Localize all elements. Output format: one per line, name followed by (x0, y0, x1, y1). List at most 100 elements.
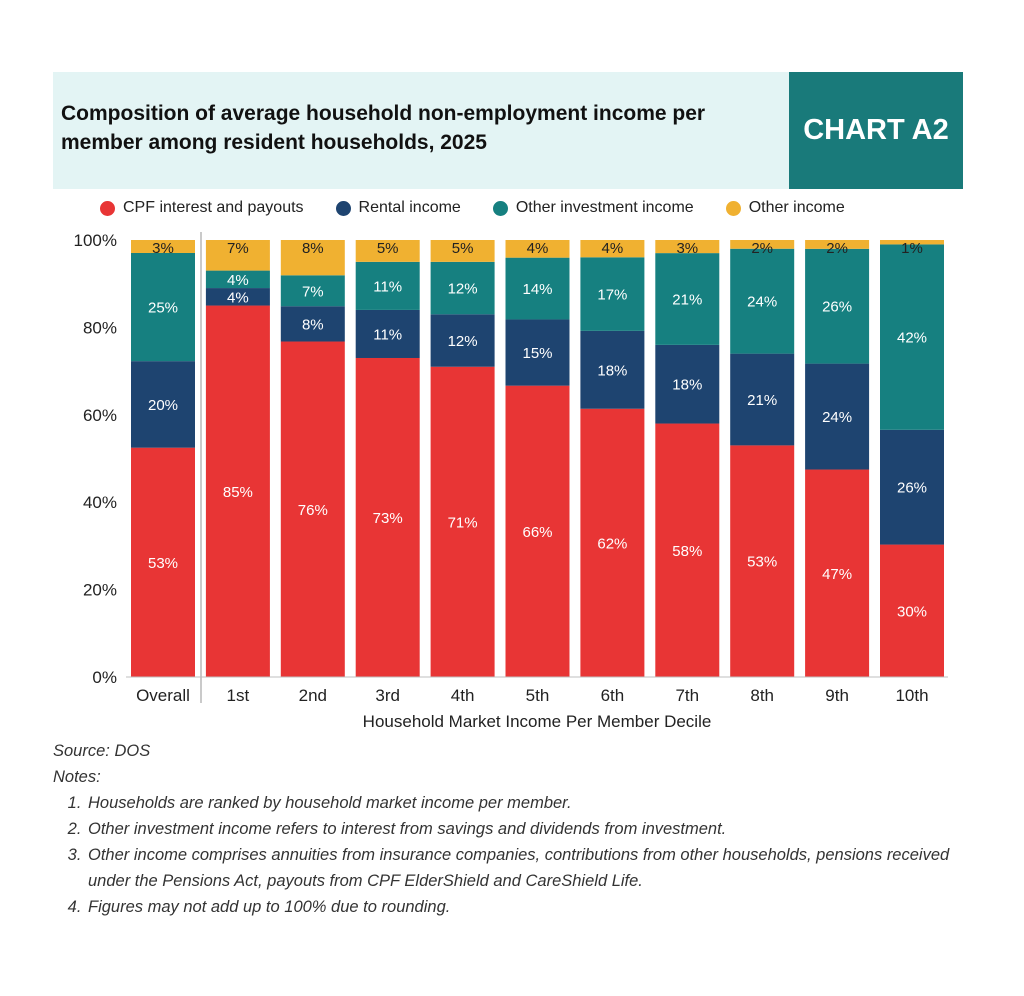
bar-segment (655, 253, 720, 345)
legend-item-cpf: CPF interest and payouts (100, 197, 304, 219)
data-label: 53% (148, 555, 178, 572)
data-label: 5% (377, 240, 399, 257)
bar-segment (580, 257, 645, 331)
data-label: 8% (302, 240, 324, 257)
notes-section: Source: DOS Notes: Households are ranked… (53, 738, 983, 920)
data-label: 3% (152, 240, 174, 257)
legend-swatch-other (725, 200, 741, 216)
bar-segment (505, 319, 570, 386)
data-label: 53% (747, 554, 777, 571)
note-item: Figures may not add up to 100% due to ro… (86, 894, 983, 920)
stacked-bar-chart: 0%20%40%60%80%100% 53%20%25%3%85%4%4%7%7… (74, 231, 948, 731)
legend-label-cpf: CPF interest and payouts (123, 199, 304, 216)
x-tick-label: 4th (451, 686, 475, 705)
chart-header: Composition of average household non-emp… (53, 72, 963, 189)
y-tick-label: 0% (92, 668, 117, 687)
legend-swatch-cpf (100, 200, 115, 216)
data-label: 24% (747, 294, 777, 311)
x-tick-label: 9th (825, 686, 849, 705)
data-label: 4% (602, 240, 624, 257)
data-label: 2% (751, 240, 773, 257)
bar-segment (430, 261, 495, 315)
data-label: 24% (822, 409, 852, 426)
data-label: 17% (597, 287, 627, 304)
bar-segment (805, 248, 870, 364)
note-item: Other investment income refers to intere… (86, 816, 983, 842)
bar-segment (355, 357, 420, 677)
bar-segment (730, 445, 795, 677)
bar-segment (131, 361, 195, 448)
bar-segment (880, 244, 944, 430)
bar-segment (805, 240, 870, 249)
data-label: 1% (901, 240, 923, 257)
bar-segment (880, 240, 944, 245)
x-axis-title: Household Market Income Per Member Decil… (363, 712, 712, 731)
y-tick-label: 40% (83, 493, 117, 512)
data-label: 66% (522, 524, 552, 541)
y-tick-label: 100% (74, 231, 117, 250)
data-label: 47% (822, 566, 852, 583)
bar-segment (805, 363, 870, 470)
bar-segment (880, 544, 944, 677)
data-label: 62% (597, 535, 627, 552)
data-label: 76% (298, 502, 328, 519)
notes-heading: Notes: (53, 768, 101, 786)
legend-label-investment: Other investment income (515, 199, 694, 216)
x-tick-label: 8th (750, 686, 774, 705)
bar-segment (430, 314, 495, 367)
y-axis: 0% 20% 40% 60% 80% 100% (74, 231, 117, 687)
x-tick-label: 1st (227, 686, 250, 705)
data-label: 85% (223, 484, 253, 501)
notes-list: Households are ranked by household marke… (53, 790, 983, 920)
x-tick-label: 3rd (375, 686, 400, 705)
bar-segment (505, 257, 570, 320)
data-label: 26% (822, 299, 852, 316)
data-label: 20% (148, 397, 178, 414)
bar-segment (280, 341, 345, 677)
data-label: 2% (826, 240, 848, 257)
bar-segment (655, 344, 720, 424)
legend-label-other: Other income (748, 199, 845, 216)
legend-swatch-investment (492, 200, 508, 216)
x-tick-label: 2nd (299, 686, 327, 705)
bar-segment (280, 306, 345, 342)
data-label: 26% (897, 480, 927, 497)
data-label: 4% (227, 272, 249, 289)
legend-item-rental: Rental income (335, 197, 461, 219)
bar-segment (280, 240, 345, 276)
bar-segment (205, 305, 270, 677)
bar-segment (430, 240, 495, 262)
bar-segment (730, 353, 795, 446)
data-label: 11% (373, 278, 402, 295)
legend-item-other: Other income (725, 197, 845, 219)
data-label: 7% (302, 283, 324, 300)
bar-segment (580, 240, 645, 258)
data-label: 18% (597, 362, 627, 379)
x-tick-label: 6th (601, 686, 625, 705)
data-label: 4% (227, 289, 249, 306)
data-label: 18% (672, 377, 702, 394)
bar-segment (505, 240, 570, 258)
y-tick-label: 20% (83, 581, 117, 600)
data-label: 11% (373, 326, 402, 343)
bar-segment (205, 270, 270, 289)
data-label: 4% (527, 240, 549, 257)
bar-segment (131, 240, 195, 253)
bar-segment (355, 261, 420, 310)
data-label: 12% (448, 333, 478, 350)
bar-area: 53%20%25%3%85%4%4%7%76%8%7%8%73%11%11%5%… (131, 232, 944, 703)
y-tick-label: 60% (83, 406, 117, 425)
bar-segment (655, 240, 720, 254)
bar-segment (805, 469, 870, 677)
bar-segment (355, 240, 420, 262)
chart-legend: CPF interest and payouts Rental income O… (100, 197, 960, 219)
bar-segment (580, 408, 645, 677)
bar-segment (730, 248, 795, 354)
bar-segment (131, 252, 195, 362)
legend-swatch-rental (335, 200, 351, 216)
data-label: 71% (448, 514, 478, 531)
legend-item-investment: Other investment income (492, 197, 694, 219)
legend-label-rental: Rental income (358, 199, 461, 216)
bar-segment (430, 366, 495, 677)
data-label: 15% (522, 345, 552, 362)
